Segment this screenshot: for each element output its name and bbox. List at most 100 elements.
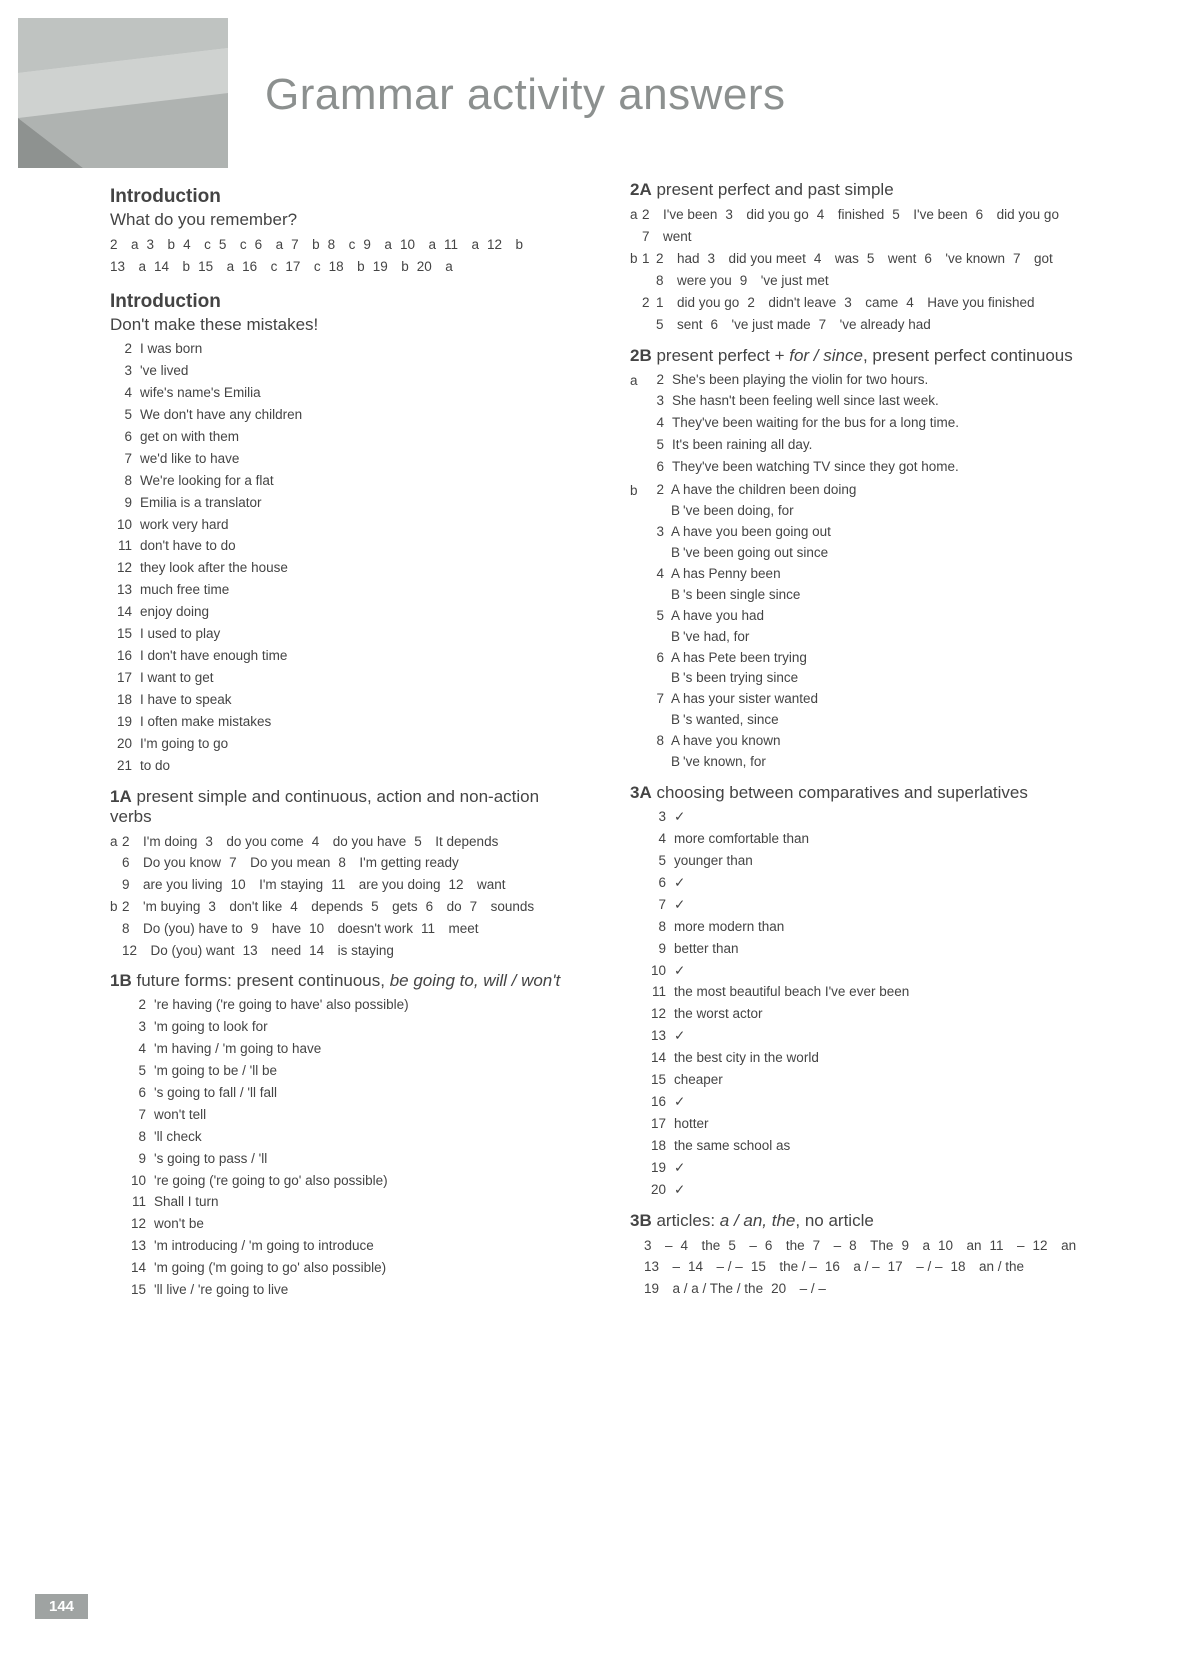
answer-pair: 12 want: [449, 874, 506, 896]
answer-pair: 5 It depends: [414, 831, 498, 853]
s1b-title-pre: future forms: present continuous,: [136, 971, 389, 990]
answer-pair: 13 a: [110, 256, 146, 278]
answer-pair: 6 do: [426, 896, 462, 918]
answer-pair: 3 b: [147, 234, 176, 256]
item-number: 8: [124, 1127, 146, 1148]
item-number: 12: [110, 558, 132, 579]
list-item: 2She's been playing the violin for two h…: [642, 370, 1090, 391]
content-columns: Introduction What do you remember? 2 a3 …: [0, 170, 1200, 1307]
s2b-heading: 2B present perfect + for / since, presen…: [630, 346, 1090, 366]
item-text: 's going to fall / 'll fall: [154, 1083, 570, 1104]
s3b-code: 3B: [630, 1211, 652, 1230]
item-number: 2: [110, 339, 132, 360]
group-row: 21 did you go2 didn't leave3 came4 Have …: [630, 292, 1090, 335]
group-row: a2 I'm doing3 do you come4 do you have5 …: [110, 831, 570, 896]
item-text: 've lived: [140, 361, 570, 382]
item-text: I want to get: [140, 668, 570, 689]
group-row: b2 'm buying3 don't like4 depends5 gets6…: [110, 896, 570, 961]
item-text: I don't have enough time: [140, 646, 570, 667]
item-text: They've been waiting for the bus for a l…: [672, 413, 1090, 434]
list-item: 13✓: [644, 1026, 1090, 1047]
item-text: 'm going ('m going to go' also possible): [154, 1258, 570, 1279]
list-item: 18I have to speak: [110, 690, 570, 711]
item-number: 2: [124, 995, 146, 1016]
decorative-rays: [18, 18, 228, 168]
item-number: 11: [644, 982, 666, 1003]
list-item: 18the same school as: [644, 1136, 1090, 1157]
item-text: won't tell: [154, 1105, 570, 1126]
item-text: She's been playing the violin for two ho…: [672, 370, 1090, 391]
item-number: 18: [644, 1136, 666, 1157]
intro1-subtitle: What do you remember?: [110, 210, 570, 230]
list-item: 9better than: [644, 939, 1090, 960]
answer-pair: 3 did you meet: [708, 248, 806, 270]
answer-pair: 9 have: [251, 918, 301, 940]
answer-pair: 9 a: [901, 1235, 930, 1257]
answer-pair: 2 a: [110, 234, 139, 256]
answer-pair: 16 a / –: [825, 1256, 880, 1278]
item-number: 19: [110, 712, 132, 733]
answer-pair: 8 The: [849, 1235, 893, 1257]
answer-pair: 10 I'm staying: [231, 874, 324, 896]
answer-pair: 4 finished: [817, 204, 885, 226]
item-text: to do: [140, 756, 570, 777]
s1a-body: a2 I'm doing3 do you come4 do you have5 …: [110, 831, 570, 962]
s1b-list: 2're having ('re going to have' also pos…: [124, 995, 570, 1301]
answer-pair: 11 meet: [421, 918, 479, 940]
s3a-list: 3✓4more comfortable than5younger than6✓7…: [644, 807, 1090, 1201]
s3b-title-pre: articles:: [656, 1211, 719, 1230]
s3b-title-ital: a / an, the: [720, 1211, 796, 1230]
list-item: 6✓: [644, 873, 1090, 894]
item-number: 11: [110, 536, 132, 557]
left-column: Introduction What do you remember? 2 a3 …: [80, 180, 600, 1307]
item-text: get on with them: [140, 427, 570, 448]
list-item: 6 get on with them: [110, 427, 570, 448]
item-text: 'm having / 'm going to have: [154, 1039, 570, 1060]
item-text: wife's name's Emilia: [140, 383, 570, 404]
list-item: 20I'm going to go: [110, 734, 570, 755]
answer-pair: 9 've just met: [740, 270, 829, 292]
s1a-code: 1A: [110, 787, 132, 806]
item-text: I used to play: [140, 624, 570, 645]
page-title: Grammar activity answers: [265, 70, 786, 120]
list-item: 21to do: [110, 756, 570, 777]
list-item: 10're going ('re going to go' also possi…: [124, 1171, 570, 1192]
answer-pair: 7 got: [1013, 248, 1053, 270]
item-number: 14: [110, 602, 132, 623]
answer-pair: 5 c: [219, 234, 247, 256]
item-text: the worst actor: [674, 1004, 1090, 1025]
list-item: 16I don't have enough time: [110, 646, 570, 667]
answer-pair: 2 I've been: [642, 204, 717, 226]
item-number: 6: [110, 427, 132, 448]
answer-pair: 2 'm buying: [122, 896, 200, 918]
s2b-body: a2She's been playing the violin for two …: [630, 370, 1090, 774]
list-item: 10 ✓: [644, 961, 1090, 982]
list-item: 12won't be: [124, 1214, 570, 1235]
item-text: younger than: [674, 851, 1090, 872]
s1b-title-ital: be going to, will / won't: [390, 971, 561, 990]
item-number: 4: [642, 413, 664, 434]
list-item: 8We're looking for a flat: [110, 471, 570, 492]
list-item: 2're having ('re going to have' also pos…: [124, 995, 570, 1016]
answer-pair: 8 I'm getting ready: [338, 852, 458, 874]
answer-pair: 17 c: [285, 256, 320, 278]
item-number: 9: [110, 493, 132, 514]
item-text: 're going ('re going to go' also possibl…: [154, 1171, 570, 1192]
list-item: 13'm introducing / 'm going to introduce: [124, 1236, 570, 1257]
item-text: I often make mistakes: [140, 712, 570, 733]
answer-pair: 8 c: [328, 234, 356, 256]
intro2-list: 2I was born3've lived4wife's name's Emil…: [110, 339, 570, 776]
list-item: 14enjoy doing: [110, 602, 570, 623]
item-text: better than: [674, 939, 1090, 960]
answer-pair: 5 gets: [371, 896, 418, 918]
item-text: much free time: [140, 580, 570, 601]
answer-pair: 1 did you go: [656, 292, 739, 314]
intro1-answers: 2 a3 b4 c5 c6 a7 b8 c9 a10 a11 a12 b13 a…: [110, 234, 570, 277]
list-item: 5'm going to be / 'll be: [124, 1061, 570, 1082]
group-row: b12 had3 did you meet4 was5 went6 've kn…: [630, 248, 1090, 291]
answer-pair: 15 the / –: [751, 1256, 817, 1278]
item-text: Emilia is a translator: [140, 493, 570, 514]
item-number: 10: [644, 961, 666, 982]
item-text: ✓: [674, 961, 1090, 982]
answer-pair: 19 b: [373, 256, 409, 278]
